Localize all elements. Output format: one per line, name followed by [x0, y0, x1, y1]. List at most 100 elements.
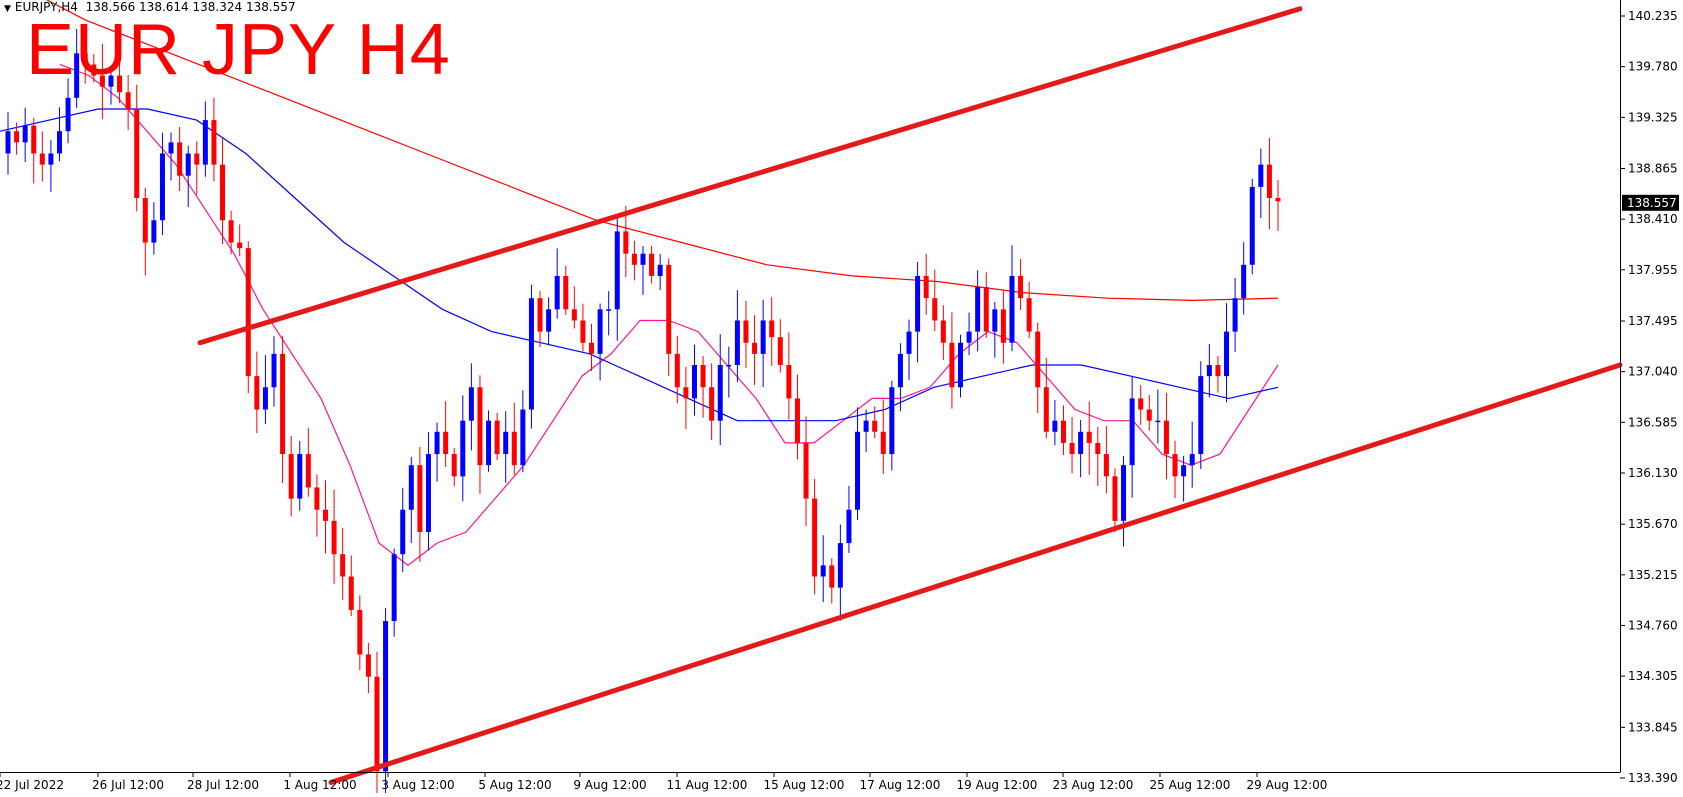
candle-body [108, 75, 114, 87]
candle-body [528, 298, 534, 410]
candle [340, 527, 346, 600]
trendline [197, 6, 1303, 346]
candle [511, 402, 517, 475]
candle [597, 303, 603, 381]
candle [1224, 303, 1230, 403]
candle [1266, 138, 1272, 230]
y-tick-label: 139.780 [1628, 60, 1678, 74]
candle [134, 84, 140, 212]
candle-body [331, 520, 337, 555]
candle [194, 141, 200, 195]
candle-body [503, 431, 509, 455]
candle-body [443, 431, 449, 455]
candle [168, 132, 174, 181]
candle-body [39, 153, 45, 165]
candle-body [734, 320, 740, 365]
x-tick-label: 22 Jul 2022 [0, 778, 64, 792]
candle-body [117, 75, 123, 93]
candle-body [425, 454, 431, 532]
candle-body [1146, 409, 1152, 421]
candle [537, 290, 543, 348]
candle-body [897, 353, 903, 388]
candle-body [434, 431, 440, 455]
candle-body [211, 120, 217, 165]
candle [691, 344, 697, 416]
candle [606, 291, 612, 336]
candle [1146, 395, 1152, 431]
candle-body [228, 220, 234, 243]
dropdown-triangle-icon[interactable]: ▼ [4, 4, 11, 14]
candle [752, 315, 758, 385]
candle [863, 409, 869, 453]
candle-body [1078, 431, 1084, 455]
candle [932, 269, 938, 331]
x-tick-label: 19 Aug 12:00 [957, 778, 1038, 792]
x-tick-label: 11 Aug 12:00 [667, 778, 748, 792]
candle-body [674, 353, 680, 388]
candle-body [631, 253, 637, 265]
candle-body [202, 120, 208, 165]
candle [580, 303, 586, 352]
candle-body [546, 309, 552, 332]
candle-body [829, 565, 835, 588]
current-price-label: 138.557 [1627, 196, 1677, 210]
candle [245, 241, 251, 394]
candle [177, 126, 183, 192]
candle [734, 290, 740, 383]
candle-body [940, 320, 946, 343]
candle [700, 356, 706, 418]
y-tick-label: 140.235 [1628, 9, 1678, 23]
candle-body [726, 364, 732, 367]
candle-body [683, 387, 689, 399]
candle-body [1026, 298, 1032, 332]
candle [74, 29, 80, 108]
candle-body [280, 353, 286, 455]
candle [391, 548, 397, 637]
candle-body [915, 275, 921, 332]
candle [897, 343, 903, 412]
y-tick-label: 139.325 [1628, 110, 1678, 124]
x-tick-label: 28 Jul 12:00 [187, 778, 259, 792]
candle-body [468, 387, 474, 421]
candle [674, 336, 680, 404]
ohlc-high: 138.614 [139, 0, 189, 14]
candle-body [1172, 454, 1178, 477]
x-tick-label: 3 Aug 12:00 [381, 778, 454, 792]
candle-body [1215, 364, 1221, 377]
candle-body [1069, 442, 1075, 455]
candle [1095, 426, 1101, 486]
candle [383, 608, 389, 797]
x-tick-label: 25 Aug 12:00 [1150, 778, 1231, 792]
candle-body [314, 487, 320, 510]
ohlc-close: 138.557 [245, 0, 296, 14]
candle-body [486, 420, 492, 466]
candle-body [760, 320, 766, 354]
candle-body [863, 420, 869, 432]
candle [940, 305, 946, 360]
candle-body [31, 125, 37, 154]
candle [1112, 468, 1118, 533]
candle-body [220, 164, 226, 221]
candle-body [5, 131, 11, 154]
candle [1009, 245, 1015, 352]
candle-body [460, 420, 466, 477]
candle [1043, 358, 1049, 439]
candle-body [245, 248, 251, 377]
candle-body [803, 442, 809, 499]
candle-body [1103, 454, 1109, 477]
candle [1052, 400, 1058, 446]
y-tick-label: 137.495 [1628, 314, 1678, 328]
candle-body [1249, 186, 1255, 265]
candle [494, 412, 500, 461]
candle [348, 555, 354, 617]
candle [314, 474, 320, 537]
candle-body [975, 287, 981, 332]
candle [563, 265, 569, 315]
candle [451, 447, 457, 487]
candle-body [666, 264, 672, 354]
candle [460, 395, 466, 502]
candle [1129, 376, 1135, 498]
candle-body [700, 364, 706, 388]
